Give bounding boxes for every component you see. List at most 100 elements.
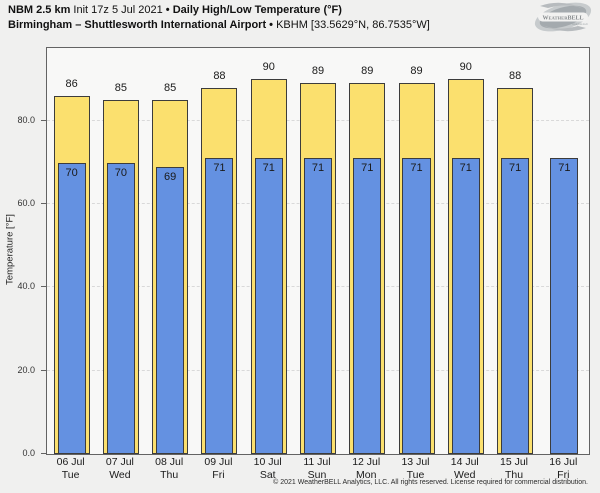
x-tick-date: 13 Jul [401,456,430,468]
x-tick-label: 11 Jul Sun [292,456,341,482]
bar-group: 89 71 [343,48,392,454]
x-tick-day: Wed [454,469,476,481]
y-tick-mark [41,453,46,454]
x-tick-date: 07 Jul [105,456,134,468]
bar-group: 71 [540,48,589,454]
bar-group: 89 71 [293,48,342,454]
y-axis: 0.0 20.0 40.0 60.0 80.0 [0,47,42,458]
y-tick-label: 60.0 [17,198,35,209]
x-axis: 06 Jul Tue 07 Jul Wed 08 Jul Thu 09 Jul Fri 10 J… [46,456,588,482]
weatherbell-logo-icon: WEATHERBELL Analytics LLC [534,2,592,32]
y-tick-mark [41,286,46,288]
high-value-label: 90 [262,61,275,74]
title-separator-2: • [269,19,274,31]
low-value-label: 71 [558,162,571,175]
x-tick-day: Fri [557,469,570,481]
bar-group: 89 71 [392,48,441,454]
x-tick-day: Fri [212,469,225,481]
bar-group: 86 70 [47,48,96,454]
x-tick-date: 09 Jul [204,456,233,468]
x-tick-date: 08 Jul [155,456,184,468]
low-temp-bar [254,158,283,454]
bar-group: 88 71 [195,48,244,454]
x-tick-label: 16 Jul Fri [539,456,588,482]
chart-title-line1: NBM 2.5 km Init 17z 5 Jul 2021 • Daily H… [8,3,430,18]
high-value-label: 85 [114,82,128,95]
svg-text:WEATHERBELL: WEATHERBELL [542,16,583,22]
chart-header: NBM 2.5 km Init 17z 5 Jul 2021 • Daily H… [8,3,430,33]
y-tick-label: 20.0 [17,364,35,375]
plot-area: 86 70 85 70 85 69 88 71 90 71 89 71 89 71 89 71 90 71 88 71… [41,47,590,455]
x-tick-day: Wed [109,469,131,481]
y-tick-mark [41,369,46,371]
low-temp-bar [451,158,480,454]
low-value-label: 71 [213,162,226,175]
x-tick-label: 13 Jul Tue [391,456,440,482]
low-value-label: 71 [410,162,423,175]
y-tick-label: 80.0 [17,114,35,125]
bar-group: 90 71 [441,48,490,454]
low-temp-bar [501,158,530,454]
low-temp-bar [57,162,86,454]
x-tick-day: Sun [307,469,327,481]
x-tick-label: 10 Jul Sat [243,456,292,482]
low-temp-bar [402,158,431,454]
x-tick-label: 08 Jul Thu [145,456,194,482]
title-separator: • [165,4,170,16]
low-value-label: 69 [164,170,177,183]
low-value-label: 70 [65,166,78,179]
low-temp-bar [205,158,234,454]
x-tick-date: 06 Jul [56,456,85,468]
low-temp-bar [156,166,185,454]
x-tick-label: 07 Jul Wed [95,456,144,482]
low-value-label: 71 [311,162,325,175]
x-tick-day: Sat [259,469,276,481]
bar-group: 85 69 [146,48,195,454]
low-temp-bar [550,158,579,454]
x-tick-label: 15 Jul Thu [489,456,538,482]
low-value-label: 71 [262,162,275,175]
high-value-label: 90 [459,61,472,74]
bar-group: 90 71 [244,48,293,454]
high-value-label: 85 [164,82,177,95]
high-value-label: 89 [410,65,423,78]
x-tick-label: 09 Jul Fri [194,456,243,482]
low-value-label: 71 [361,162,374,175]
model-name: NBM 2.5 km [8,4,71,16]
x-tick-day: Thu [504,469,524,481]
low-value-label: 71 [459,162,472,175]
x-tick-label: 06 Jul Tue [46,456,95,482]
high-value-label: 89 [311,65,325,78]
y-tick-mark [41,119,46,121]
copyright-notice: © 2021 WeatherBELL Analytics, LLC. All r… [273,479,588,486]
bar-group: 85 70 [96,48,145,454]
low-value-label: 70 [114,166,128,179]
station-coordinates: KBHM [33.5629°N, 86.7535°W] [276,19,430,31]
high-value-label: 86 [65,77,78,90]
product-name: Daily High/Low Temperature (°F) [172,4,342,16]
y-tick-mark [41,203,46,205]
x-tick-date: 15 Jul [500,456,529,468]
x-tick-day: Thu [160,469,179,481]
x-tick-day: Mon [356,469,377,481]
x-tick-day: Tue [61,469,80,481]
x-tick-date: 14 Jul [450,456,479,468]
x-tick-date: 12 Jul [352,456,381,468]
low-value-label: 71 [508,162,522,175]
chart-title-line2: Birmingham – Shuttlesworth International… [8,18,430,33]
init-time: Init 17z 5 Jul 2021 [73,4,163,16]
x-tick-label: 14 Jul Wed [440,456,489,482]
y-tick-label: 0.0 [22,448,35,458]
station-name: Birmingham – Shuttlesworth International… [8,19,267,31]
x-tick-day: Tue [406,469,425,481]
low-temp-bar [353,158,382,454]
low-temp-bar [106,162,135,454]
high-value-label: 88 [213,69,226,82]
low-temp-bar [303,158,333,454]
high-value-label: 89 [361,65,374,78]
logo-subtext: Analytics LLC [572,22,588,26]
y-tick-label: 40.0 [17,281,35,292]
x-tick-date: 11 Jul [303,456,331,468]
x-tick-date: 16 Jul [549,456,578,468]
